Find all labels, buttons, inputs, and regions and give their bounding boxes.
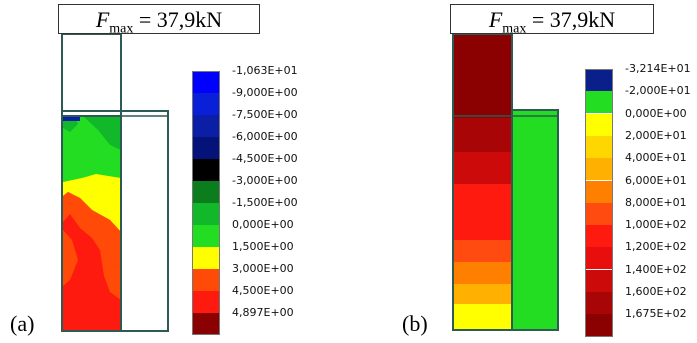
column-outline-right-a [121,111,168,331]
legend-label: 4,000E+01 [625,152,687,164]
legend-label: 0,000E+00 [625,108,687,120]
title-subscript: max [502,21,526,36]
legend-b: -3,214E+01 -2,000E+01 0,000E+00 2,000E+01 4,… [585,63,697,335]
legend-label: 1,600E+02 [625,286,687,298]
legend-frame [585,69,613,337]
legend-label: 2,000E+01 [625,130,687,142]
title-box-a: Fmax = 37,9kN [58,4,260,34]
title-value: = 37,9kN [526,7,615,32]
legend-a: -1,063E+01 -9,000E+00 -7,500E+00 -6,000E+00… [192,65,342,335]
legend-label: 1,400E+02 [625,264,687,276]
legend-label: -1,500E+00 [232,197,298,209]
panel-label-b: (b) [402,311,428,337]
legend-label: -9,000E+00 [232,87,298,99]
contour-fill-b [453,34,558,330]
legend-label: 8,000E+01 [625,197,687,209]
legend-label: 1,000E+02 [625,219,687,231]
legend-label: 4,897E+00 [232,307,294,319]
legend-label: -1,063E+01 [232,65,298,77]
title-symbol: F [96,7,109,32]
legend-label: 1,675E+02 [625,308,687,320]
legend-label: -2,000E+01 [625,85,691,97]
legend-label: 1,200E+02 [625,241,687,253]
title-value: = 37,9kN [133,7,222,32]
panel-label-a: (a) [10,311,34,337]
column-outline-upper-a [62,34,121,116]
legend-frame [192,71,220,335]
title-box-b: Fmax = 37,9kN [450,4,654,34]
panel-a: Fmax = 37,9kN -1,063E+01 -9,000E+00 -7,500… [0,0,345,343]
legend-label: -4,500E+00 [232,153,298,165]
panel-b: Fmax = 37,9kN -3,214E+01 -2,000E+01 0,000E… [350,0,697,343]
title-symbol: F [489,7,502,32]
legend-label: 1,500E+00 [232,241,294,253]
legend-label: 6,000E+01 [625,175,687,187]
legend-label: 0,000E+00 [232,219,294,231]
legend-label: -3,000E+00 [232,175,298,187]
legend-label: 3,000E+00 [232,263,294,275]
contour-fill-a [63,117,121,330]
legend-label: -7,500E+00 [232,109,298,121]
title-subscript: max [109,21,133,36]
legend-label: -3,214E+01 [625,63,691,75]
legend-label: 4,500E+00 [232,285,294,297]
legend-label: -6,000E+00 [232,131,298,143]
